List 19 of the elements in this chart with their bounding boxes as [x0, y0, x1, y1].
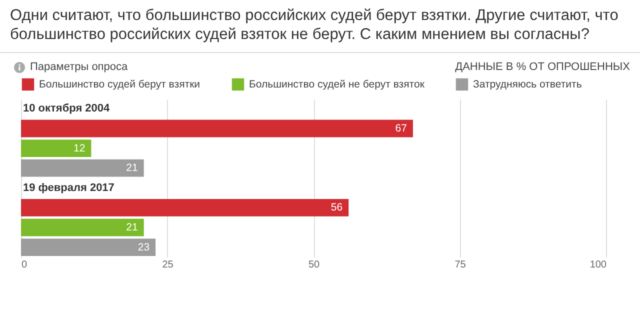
x-tick-label: 50	[308, 260, 320, 270]
text: Параметры опроса	[29, 61, 128, 73]
data-label: 56	[330, 202, 343, 214]
x-tick-label: 75	[454, 260, 466, 270]
text: ДАННЫЕ В % ОТ ОПРОШЕННЫХ	[455, 61, 630, 73]
data-label: 21	[126, 222, 138, 234]
y-tick-label: 19 февраля 2017	[23, 182, 114, 194]
chart-title: Одни считают, что большинство российских судей берут взятки. Другие считают, что большинство российских судей взяток не берут. С каким мнением вы согласны?	[9, 6, 620, 44]
x-tick-label: 100	[590, 260, 607, 270]
legend-label: Затрудняюсь ответить	[473, 78, 582, 90]
x-tick-label: 25	[162, 260, 174, 270]
data-label: 21	[126, 162, 138, 174]
data-label: 23	[138, 241, 150, 254]
legend-label: Большинство судей не берут взяток	[249, 78, 425, 90]
y-tick-label: 10 октября 2004	[23, 102, 111, 115]
x-tick-label: 0	[22, 260, 28, 270]
data-label: 12	[74, 142, 86, 154]
data-label: 67	[395, 122, 408, 134]
legend-label: Большинство судей берут взятки	[39, 78, 200, 90]
